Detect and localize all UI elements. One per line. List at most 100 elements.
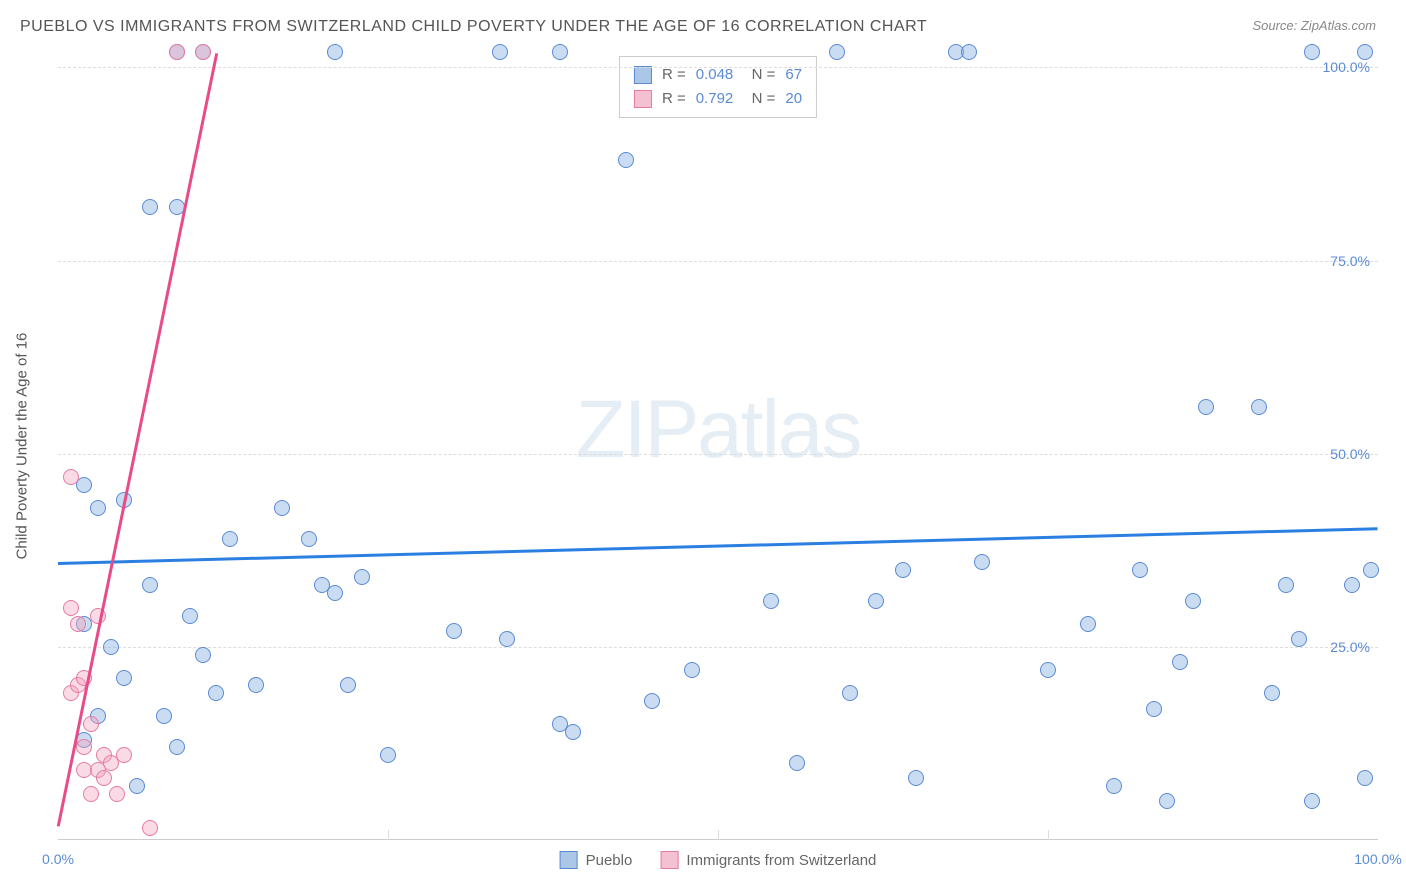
data-point: [868, 593, 884, 609]
legend-r-label: R =: [662, 87, 686, 111]
legend-r-value: 0.792: [696, 87, 734, 111]
data-point: [499, 631, 515, 647]
data-point: [1172, 654, 1188, 670]
data-point: [684, 662, 700, 678]
data-point: [142, 199, 158, 215]
data-point: [142, 820, 158, 836]
data-point: [1291, 631, 1307, 647]
source-label: Source: ZipAtlas.com: [1252, 18, 1376, 33]
gridline-h: [58, 261, 1378, 262]
legend-swatch: [634, 66, 652, 84]
gridline-v: [1048, 830, 1049, 840]
data-point: [618, 152, 634, 168]
data-point: [340, 677, 356, 693]
data-point: [1278, 577, 1294, 593]
legend-item: Immigrants from Switzerland: [660, 851, 876, 869]
legend-swatch: [634, 90, 652, 108]
data-point: [83, 716, 99, 732]
gridline-v: [388, 830, 389, 840]
data-point: [1132, 562, 1148, 578]
data-point: [1304, 793, 1320, 809]
data-point: [63, 600, 79, 616]
y-tick-label: 50.0%: [1330, 446, 1370, 462]
data-point: [90, 500, 106, 516]
legend-n-label: N =: [743, 87, 775, 111]
data-point: [195, 647, 211, 663]
legend-n-value: 20: [785, 87, 802, 111]
data-point: [156, 708, 172, 724]
gridline-h: [58, 454, 1378, 455]
data-point: [274, 500, 290, 516]
data-point: [182, 608, 198, 624]
watermark: ZIPatlas: [576, 383, 861, 477]
legend-label: Pueblo: [586, 852, 633, 869]
legend-swatch: [560, 851, 578, 869]
legend-item: Pueblo: [560, 851, 633, 869]
data-point: [1264, 685, 1280, 701]
legend-label: Immigrants from Switzerland: [686, 852, 876, 869]
data-point: [354, 569, 370, 585]
data-point: [380, 747, 396, 763]
data-point: [1198, 399, 1214, 415]
x-tick-label: 0.0%: [42, 851, 74, 867]
data-point: [644, 693, 660, 709]
data-point: [908, 770, 924, 786]
data-point: [222, 531, 238, 547]
chart-title: PUEBLO VS IMMIGRANTS FROM SWITZERLAND CH…: [20, 18, 927, 36]
data-point: [895, 562, 911, 578]
plot-area: ZIPatlas R = 0.048 N = 67R = 0.792 N = 2…: [58, 52, 1378, 840]
data-point: [1357, 44, 1373, 60]
data-point: [446, 623, 462, 639]
data-point: [327, 585, 343, 601]
data-point: [195, 44, 211, 60]
data-point: [974, 554, 990, 570]
data-point: [763, 593, 779, 609]
data-point: [829, 44, 845, 60]
y-axis-title: Child Poverty Under the Age of 16: [14, 333, 31, 560]
data-point: [1344, 577, 1360, 593]
data-point: [1185, 593, 1201, 609]
data-point: [1146, 701, 1162, 717]
data-point: [1080, 616, 1096, 632]
data-point: [169, 44, 185, 60]
data-point: [116, 670, 132, 686]
data-point: [552, 44, 568, 60]
trendline: [58, 527, 1378, 564]
data-point: [565, 724, 581, 740]
data-point: [842, 685, 858, 701]
data-point: [109, 786, 125, 802]
data-point: [129, 778, 145, 794]
trendline: [57, 53, 218, 826]
data-point: [248, 677, 264, 693]
x-tick-label: 100.0%: [1354, 851, 1401, 867]
legend-swatch: [660, 851, 678, 869]
data-point: [1106, 778, 1122, 794]
data-point: [96, 770, 112, 786]
data-point: [1040, 662, 1056, 678]
data-point: [208, 685, 224, 701]
data-point: [103, 639, 119, 655]
data-point: [83, 786, 99, 802]
gridline-h: [58, 67, 1378, 68]
data-point: [301, 531, 317, 547]
data-point: [492, 44, 508, 60]
y-tick-label: 100.0%: [1323, 59, 1370, 75]
data-point: [1363, 562, 1379, 578]
correlation-legend: R = 0.048 N = 67R = 0.792 N = 20: [619, 56, 817, 118]
gridline-h: [58, 647, 1378, 648]
data-point: [961, 44, 977, 60]
legend-row: R = 0.792 N = 20: [634, 87, 802, 111]
data-point: [70, 616, 86, 632]
data-point: [789, 755, 805, 771]
data-point: [63, 469, 79, 485]
y-tick-label: 75.0%: [1330, 253, 1370, 269]
data-point: [142, 577, 158, 593]
data-point: [1159, 793, 1175, 809]
data-point: [116, 747, 132, 763]
data-point: [1304, 44, 1320, 60]
y-tick-label: 25.0%: [1330, 639, 1370, 655]
data-point: [76, 739, 92, 755]
data-point: [1357, 770, 1373, 786]
gridline-v: [718, 830, 719, 840]
series-legend: Pueblo Immigrants from Switzerland: [560, 851, 877, 869]
